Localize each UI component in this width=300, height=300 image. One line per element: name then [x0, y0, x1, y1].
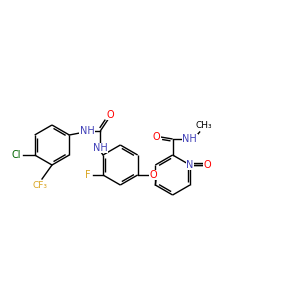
Text: O: O [106, 110, 114, 120]
Text: NH: NH [182, 134, 197, 144]
Text: CF₃: CF₃ [32, 181, 47, 190]
Text: NH: NH [80, 126, 95, 136]
Text: F: F [85, 170, 91, 180]
Text: O: O [203, 160, 211, 170]
Text: Cl: Cl [12, 150, 21, 160]
Text: O: O [150, 170, 158, 180]
Text: CH₃: CH₃ [195, 122, 212, 130]
Text: N: N [186, 160, 194, 170]
Text: O: O [153, 132, 160, 142]
Text: NH: NH [93, 143, 108, 153]
